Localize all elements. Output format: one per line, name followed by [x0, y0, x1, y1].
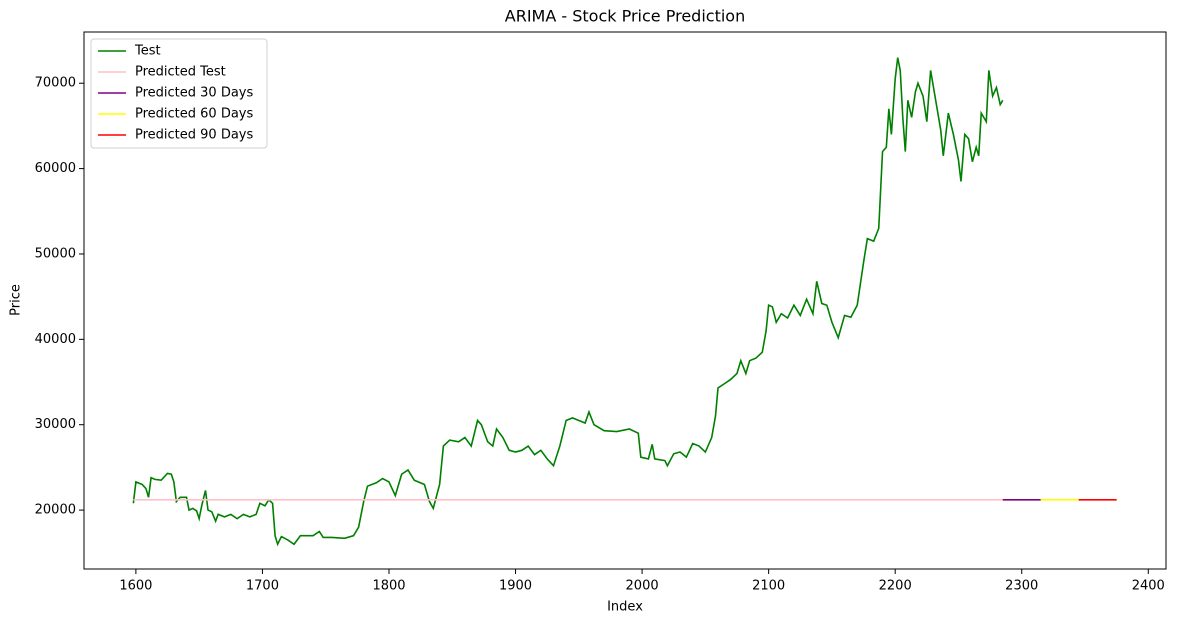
x-tick-label: 2300	[1005, 579, 1038, 594]
y-tick-label: 20000	[35, 503, 76, 518]
y-tick-label: 30000	[35, 417, 76, 432]
x-tick-label: 2100	[752, 579, 785, 594]
y-tick-label: 70000	[35, 76, 76, 91]
x-tick-label: 1900	[499, 579, 532, 594]
legend-label: Predicted 90 Days	[135, 128, 254, 143]
y-tick-label: 40000	[35, 332, 76, 347]
x-tick-label: 1800	[372, 579, 405, 594]
x-tick-label: 1600	[119, 579, 152, 594]
legend-label: Predicted Test	[135, 65, 226, 80]
data-line	[132, 57, 1004, 547]
chart-title: ARIMA - Stock Price Prediction	[505, 7, 745, 26]
x-tick-label: 1700	[246, 579, 279, 594]
legend-label: Predicted 30 Days	[135, 86, 254, 101]
y-tick-label: 60000	[35, 161, 76, 176]
plot-frame	[83, 31, 1167, 570]
y-tick-label: 50000	[35, 246, 76, 261]
y-axis-label: Price	[9, 284, 24, 316]
legend-label: Predicted 60 Days	[135, 107, 254, 122]
x-tick-label: 2000	[626, 579, 659, 594]
x-tick-label: 2400	[1132, 579, 1165, 594]
legend-label: Test	[134, 44, 161, 59]
legend-box	[90, 38, 268, 149]
x-axis-label: Index	[607, 600, 643, 615]
x-tick-label: 2200	[879, 579, 912, 594]
